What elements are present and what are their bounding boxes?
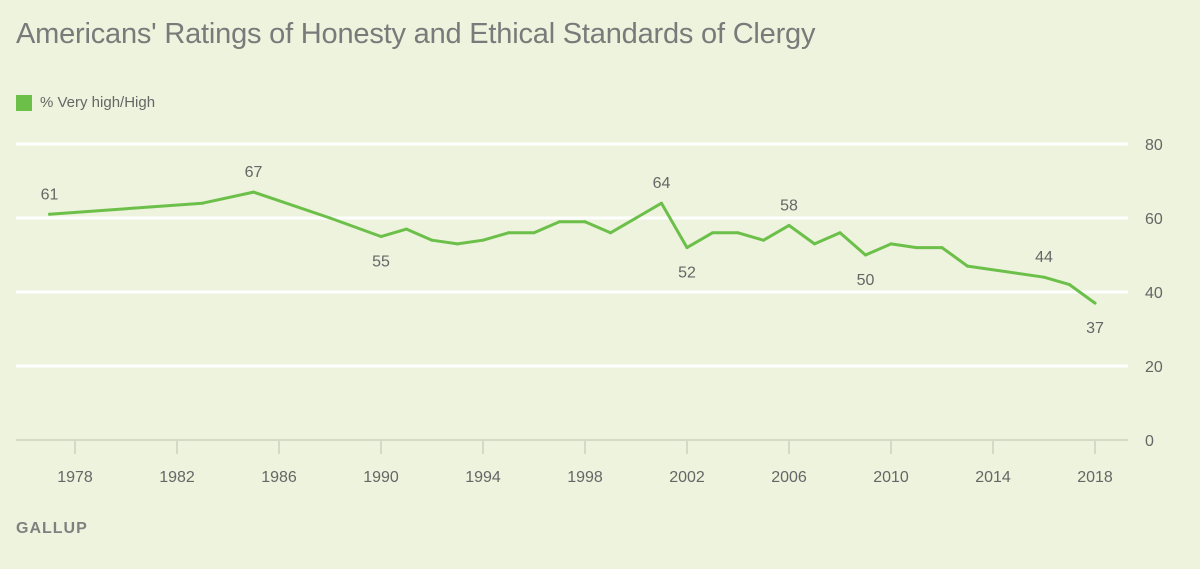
data-point: [379, 235, 383, 238]
legend-swatch: [16, 94, 32, 111]
data-point: [660, 201, 663, 205]
y-tick-label: 60: [1145, 211, 1163, 228]
x-tick-label: 1982: [159, 469, 195, 486]
data-point: [685, 246, 689, 250]
data-labels: 61 67 55 64 52 58 50 44 37: [41, 164, 1104, 337]
x-tick-label: 2006: [771, 469, 807, 486]
series-line: [48, 190, 1097, 305]
data-point: [940, 246, 944, 250]
data-point: [634, 216, 638, 220]
data-point: [558, 220, 561, 224]
data-label: 64: [653, 175, 671, 192]
legend: % Very high/High: [16, 94, 155, 111]
data-point: [583, 220, 587, 224]
data-label: 55: [372, 254, 390, 271]
data-point: [609, 231, 612, 235]
data-point: [1042, 275, 1046, 279]
data-label: 44: [1035, 249, 1053, 266]
legend-label: % Very high/High: [40, 94, 156, 111]
data-point: [430, 238, 434, 242]
source-brand: GALLUP: [16, 520, 88, 537]
data-point: [711, 231, 714, 235]
data-label: 52: [678, 265, 696, 282]
data-point: [838, 231, 842, 235]
data-point: [1068, 283, 1071, 287]
x-tick-label: 2002: [669, 469, 705, 486]
x-tick-label: 1986: [261, 469, 297, 486]
x-axis: 1978 1982 1986 1990 1994 1998 2002 2006 2010 2014…: [57, 440, 1113, 486]
data-label: 67: [245, 164, 263, 181]
data-label: 50: [857, 272, 875, 289]
data-point: [405, 227, 408, 231]
chart-title: Americans' Ratings of Honesty and Ethica…: [16, 18, 816, 50]
y-axis: 0 20 40 60 80: [1145, 137, 1163, 450]
data-point: [864, 253, 867, 257]
data-label: 61: [41, 186, 59, 203]
data-point: [966, 264, 969, 268]
data-point: [481, 238, 485, 242]
data-point: [915, 246, 918, 250]
data-point: [1093, 301, 1097, 305]
data-point: [813, 242, 816, 246]
x-tick-label: 1994: [465, 469, 501, 486]
data-label: 37: [1086, 320, 1104, 337]
x-tick-label: 2018: [1077, 469, 1113, 486]
data-point: [201, 201, 204, 205]
x-tick-label: 2010: [873, 469, 909, 486]
data-point: [736, 231, 740, 235]
y-tick-label: 40: [1145, 285, 1163, 302]
y-tick-label: 0: [1145, 433, 1154, 450]
x-tick-label: 1998: [567, 469, 603, 486]
data-label: 58: [780, 197, 798, 214]
data-point: [150, 205, 153, 209]
series-layer: [48, 190, 1097, 305]
data-point: [787, 223, 791, 227]
data-point: [252, 190, 255, 194]
x-tick-label: 1990: [363, 469, 399, 486]
data-point: [48, 212, 51, 216]
x-tick-label: 1978: [57, 469, 93, 486]
y-tick-label: 20: [1145, 359, 1163, 376]
data-point: [456, 242, 459, 246]
grid-lines: [16, 142, 1128, 441]
data-point: [889, 242, 893, 246]
data-point: [328, 216, 332, 220]
data-point: [762, 238, 765, 242]
data-point: [532, 231, 536, 235]
y-tick-label: 80: [1145, 137, 1163, 154]
data-point: [507, 231, 510, 235]
x-tick-label: 2014: [975, 469, 1011, 486]
